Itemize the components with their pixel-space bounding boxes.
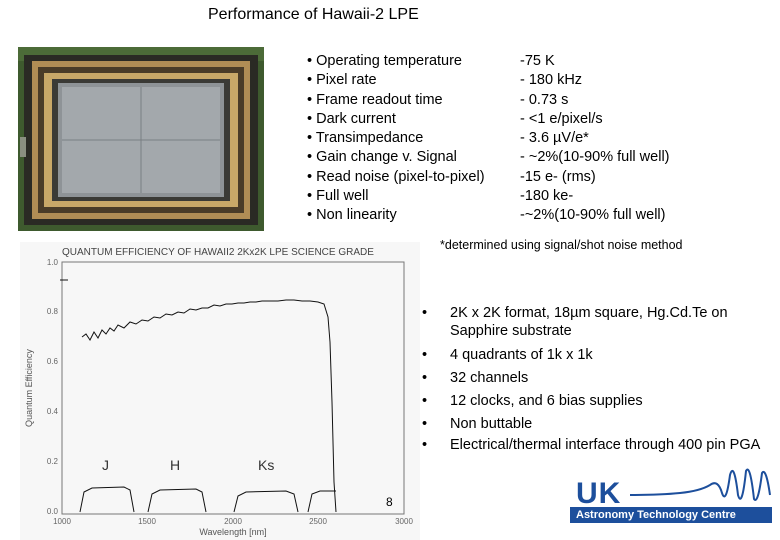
spec-label: • Frame readout time	[307, 91, 443, 108]
qe-ytick: 0.6	[47, 357, 59, 366]
feature-list: • 2K x 2K format, 18µm square, Hg.Cd.Te …	[420, 304, 765, 458]
list-item: • Non buttable	[420, 413, 765, 436]
qe-curve	[81, 299, 337, 513]
spec-labels: • Operating temperature • Pixel rate • F…	[307, 52, 485, 226]
qe-ytick: 1.0	[47, 258, 59, 267]
bullet-marker: •	[422, 370, 428, 386]
bullet-marker: •	[422, 416, 428, 432]
list-item-text: 32 channels	[450, 370, 529, 386]
detector-photo	[18, 47, 264, 231]
list-item-text: Electrical/thermal interface through 400…	[450, 437, 761, 453]
logo-uk-text: UK	[576, 477, 622, 510]
spec-value: - 180 kHz	[520, 72, 583, 89]
spec-value: -15 e- (rms)	[520, 168, 596, 185]
list-item-text: 4 quadrants of 1k x 1k	[450, 347, 593, 363]
spec-label: • Operating temperature	[307, 53, 462, 69]
list-item: • 12 clocks, and 6 bias supplies	[420, 390, 765, 413]
list-item-text: Non buttable	[450, 416, 533, 432]
logo-bar	[570, 507, 772, 523]
qe-ytick: 0.2	[47, 457, 59, 466]
list-item-text: 2K x 2K format, 18µm square, Hg.Cd.Te on…	[450, 305, 728, 339]
qe-xtick: 3000	[395, 517, 413, 526]
list-item: • Electrical/thermal interface through 4…	[420, 436, 765, 454]
band-label-ks: Ks	[258, 457, 274, 473]
spec-value: -~2%(10-90% full well)	[520, 207, 666, 224]
spec-value: - <1 e/pixel/s	[520, 110, 603, 127]
list-item: • 4 quadrants of 1k x 1k	[420, 344, 765, 367]
logo-tagline: Astronomy Technology Centre	[576, 509, 736, 521]
list-item: • 2K x 2K format, 18µm square, Hg.Cd.Te …	[420, 304, 765, 340]
qe-chart-title: QUANTUM EFFICIENCY OF HAWAII2 2Kx2K LPE …	[62, 247, 374, 258]
qe-ytick: 0.0	[47, 507, 59, 516]
bullet-marker: •	[422, 347, 428, 363]
qe-ytick: 0.4	[47, 407, 59, 416]
spec-label: • Pixel rate	[307, 72, 377, 89]
list-item-text: 12 clocks, and 6 bias supplies	[450, 393, 643, 409]
wave-icon	[629, 468, 771, 501]
footnote: *determined using signal/shot noise meth…	[440, 238, 683, 252]
filter-bands	[79, 486, 336, 513]
qe-xtick: 2500	[309, 517, 327, 526]
qe-ytick: 0.8	[47, 307, 59, 316]
spec-value: - ~2%(10-90% full well)	[520, 149, 670, 166]
qe-xtick: 1500	[138, 517, 156, 526]
band-label-j: J	[102, 457, 109, 473]
bullet-marker: •	[422, 437, 428, 453]
spec-value: - 3.6 µV/e*	[520, 130, 589, 147]
bullet-marker: •	[422, 305, 428, 321]
qe-xtick: 2000	[224, 517, 242, 526]
band-label-h: H	[170, 457, 180, 473]
spec-label: • Gain change v. Signal	[307, 149, 457, 166]
spec-label: • Dark current	[307, 110, 396, 127]
list-item: • 32 channels	[420, 367, 765, 390]
spec-value: -180 ke-	[520, 188, 574, 205]
spec-label: • Full well	[307, 188, 369, 205]
spec-value: - 0.73 s	[520, 91, 569, 108]
qe-xtick: 1000	[53, 517, 71, 526]
spec-values: -75 K - 180 kHz - 0.73 s - <1 e/pixel/s …	[520, 52, 670, 226]
spec-label: • Non linearity	[307, 207, 397, 224]
bullet-marker: •	[422, 393, 428, 409]
spec-value: -75 K	[520, 53, 555, 69]
slide-marker: 8	[386, 495, 393, 509]
slide-title: Performance of Hawaii-2 LPE	[208, 6, 419, 23]
qe-ylabel: Quantum Efficiency	[24, 349, 34, 427]
qe-chart: QUANTUM EFFICIENCY OF HAWAII2 2Kx2K LPE …	[20, 242, 420, 540]
uk-atc-logo: UK Astronomy Technology Centre	[570, 465, 772, 525]
spec-label: • Read noise (pixel-to-pixel)	[307, 168, 485, 185]
spec-label: • Transimpedance	[307, 130, 424, 147]
qe-xlabel: Wavelength [nm]	[199, 527, 266, 537]
